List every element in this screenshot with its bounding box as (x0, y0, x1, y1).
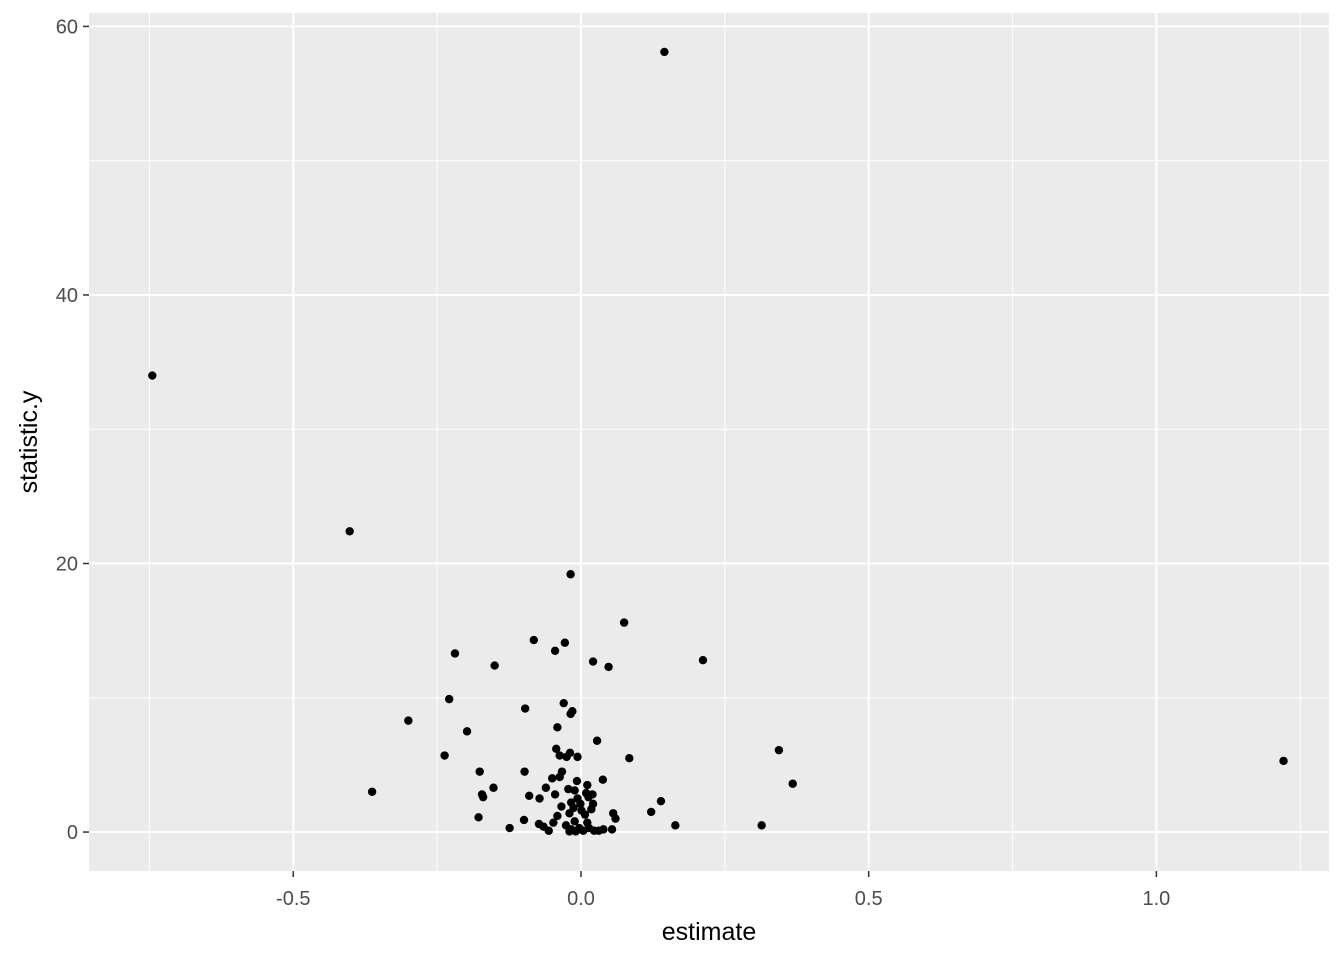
data-point (757, 821, 766, 830)
data-point (535, 794, 544, 803)
data-point (519, 815, 529, 825)
data-point (548, 774, 557, 783)
data-point (660, 47, 669, 57)
data-point (555, 772, 564, 782)
data-point (541, 783, 551, 792)
y-tick-label: 20 (56, 554, 78, 576)
data-point (524, 791, 534, 801)
y-axis: 0 20 40 60 (56, 16, 89, 844)
major-gridlines (89, 13, 1329, 871)
data-point (656, 796, 666, 806)
data-point (646, 807, 656, 817)
data-point (774, 745, 784, 755)
data-point (544, 826, 553, 835)
plot-panel (89, 13, 1329, 871)
data-point (604, 662, 613, 672)
data-point (594, 826, 604, 835)
data-point (580, 810, 590, 819)
data-point (592, 736, 602, 745)
data-point (571, 827, 580, 836)
minor-gridlines (89, 13, 1329, 871)
data-point (698, 655, 708, 665)
data-point (570, 786, 579, 795)
data-point (553, 811, 562, 821)
data-point (474, 813, 483, 822)
data-point (555, 751, 564, 760)
data-point (588, 657, 598, 666)
data-point (148, 371, 157, 380)
data-point (529, 635, 538, 645)
data-point (572, 776, 582, 786)
data-point (576, 799, 585, 809)
data-point (566, 570, 575, 579)
data-point (565, 809, 574, 818)
x-tick-label: 0.0 (567, 888, 595, 910)
data-point (560, 638, 570, 647)
data-points (148, 47, 1288, 836)
data-point (404, 716, 413, 725)
data-point (367, 787, 377, 796)
data-point (583, 780, 592, 790)
data-point (584, 792, 593, 802)
y-tick-label: 0 (67, 822, 78, 844)
data-point (489, 783, 498, 792)
data-point (450, 649, 460, 658)
data-point (550, 646, 560, 655)
data-point (598, 775, 608, 784)
x-tick-label: 0.5 (855, 888, 883, 910)
data-point (671, 821, 680, 830)
data-point (1279, 756, 1288, 766)
data-point (345, 527, 354, 536)
data-point (549, 818, 558, 827)
data-point (564, 784, 573, 794)
x-tick-label: -0.5 (276, 888, 310, 910)
data-point (611, 814, 620, 823)
y-tick-label: 40 (56, 285, 78, 307)
data-point (440, 751, 449, 760)
data-point (553, 723, 562, 732)
x-axis: -0.5 0.0 0.5 1.0 (276, 871, 1170, 910)
data-point (445, 694, 454, 704)
data-point (559, 698, 568, 708)
y-tick-label: 60 (56, 16, 78, 38)
data-point (550, 790, 560, 799)
data-point (520, 767, 529, 776)
data-point (625, 754, 634, 763)
data-point (520, 704, 530, 713)
data-point (619, 618, 629, 627)
data-point (562, 752, 571, 762)
data-point (573, 752, 582, 762)
data-point (557, 802, 566, 811)
x-axis-title: estimate (662, 918, 756, 946)
data-point (490, 661, 499, 670)
data-point (505, 823, 514, 833)
data-point (565, 827, 574, 836)
data-point (478, 792, 488, 802)
data-point (579, 826, 588, 835)
data-point (552, 744, 561, 754)
data-point (587, 805, 596, 814)
x-tick-label: 1.0 (1142, 888, 1170, 910)
data-point (788, 779, 797, 788)
data-point (566, 709, 575, 719)
data-point (462, 727, 472, 736)
data-point (570, 817, 579, 826)
data-point (475, 767, 484, 776)
data-point (607, 825, 617, 834)
y-axis-title: statistic.y (15, 390, 43, 493)
